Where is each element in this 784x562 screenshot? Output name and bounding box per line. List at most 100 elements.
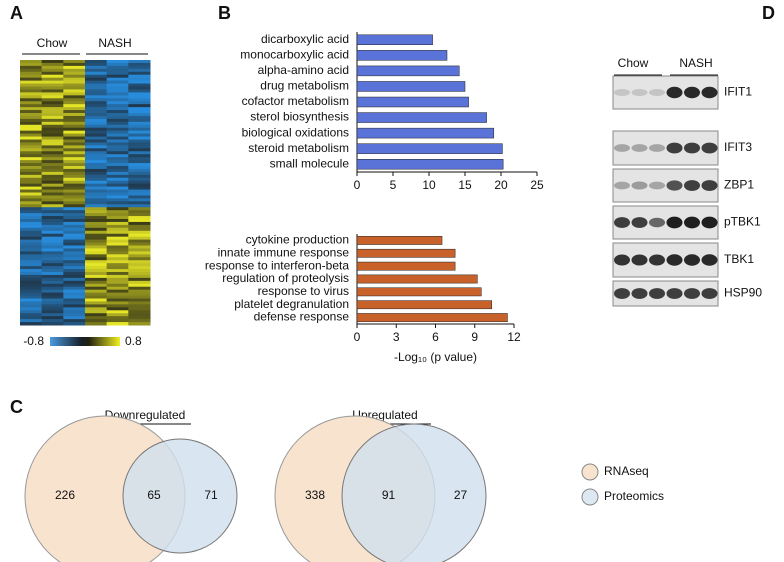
heatmap-cell	[20, 127, 43, 132]
blot-band	[701, 180, 718, 191]
heatmap-cell	[128, 142, 151, 146]
heatmap-cell	[20, 95, 43, 99]
heatmap-cell	[128, 251, 151, 255]
heatmap-cell	[41, 280, 64, 285]
heatmap-cell	[85, 248, 108, 252]
heatmap-cell	[20, 180, 43, 185]
blot-band	[631, 217, 648, 228]
heatmap-cell	[128, 245, 151, 249]
heatmap-cell	[20, 242, 43, 246]
blot-band	[701, 254, 718, 266]
heatmap-cell	[63, 216, 86, 220]
heatmap-cell	[41, 204, 64, 208]
blot-strip	[612, 75, 719, 110]
proteomics-circle	[122, 438, 238, 554]
blot-strip	[612, 168, 719, 203]
heatmap-cell	[63, 71, 86, 76]
heatmap-cell	[85, 316, 108, 320]
heatmap-cell	[85, 254, 108, 258]
heatmap-cell	[106, 113, 129, 117]
category-label: response to virus	[258, 284, 349, 298]
heatmap-cell	[41, 65, 64, 70]
blot-band	[649, 181, 665, 190]
heatmap-cell	[128, 192, 151, 196]
bar	[356, 96, 469, 108]
heatmap-cell	[63, 186, 86, 191]
heatmap-cell	[20, 133, 43, 138]
blot-band	[631, 181, 648, 190]
heatmap-cell	[106, 207, 129, 211]
heatmap-cell	[106, 227, 129, 232]
heatmap-cell	[128, 221, 151, 226]
heatmap-cell	[128, 148, 151, 152]
heatmap-cell	[106, 304, 129, 308]
heatmap-cell	[106, 269, 129, 273]
heatmap-cell	[20, 292, 43, 297]
heatmap-cell	[63, 110, 86, 114]
heatmap-cell	[128, 95, 151, 99]
heatmap-cell	[128, 260, 151, 264]
heatmap-cell	[63, 166, 86, 170]
heatmap-cell	[128, 115, 151, 120]
count: 65	[147, 488, 161, 502]
heatmap-cell	[20, 86, 43, 90]
heatmap-cell	[106, 183, 129, 188]
heatmap-cell	[128, 266, 151, 270]
heatmap-cell	[85, 307, 108, 311]
colorbar	[50, 337, 120, 346]
heatmap-cell	[85, 180, 108, 185]
category-label: cofactor metabolism	[242, 94, 349, 108]
heatmap-cell	[128, 86, 151, 90]
heatmap-cell	[106, 254, 129, 258]
category-label: drug metabolism	[260, 79, 349, 93]
heatmap-cell	[41, 124, 64, 129]
heatmap-cell	[41, 236, 64, 241]
heatmap-cell	[85, 310, 108, 314]
bar	[356, 261, 456, 271]
heatmap-cell	[128, 263, 151, 267]
group-label: NASH	[98, 36, 131, 50]
heatmap-cell	[20, 98, 43, 102]
heatmap-cell	[106, 283, 129, 288]
heatmap-cell	[106, 301, 129, 305]
heatmap-cell	[128, 277, 151, 282]
heatmap-cell	[106, 322, 129, 326]
heatmap-cell	[20, 210, 43, 214]
heatmap-cell	[63, 195, 86, 199]
panel-label: A	[10, 3, 23, 23]
heatmap-cell	[20, 68, 43, 73]
heatmap-cell	[41, 168, 64, 173]
heatmap-cell	[106, 160, 129, 164]
heatmap-cell	[106, 263, 129, 267]
heatmap-cell	[85, 198, 108, 202]
heatmap-cell	[20, 310, 43, 314]
heatmap-cell	[106, 277, 129, 282]
heatmap-cell	[63, 213, 86, 217]
heatmap-cell	[41, 89, 64, 93]
heatmap-cell	[20, 230, 43, 235]
category-label: steroid metabolism	[248, 141, 349, 155]
panel-label: B	[218, 3, 231, 23]
protein-label: IFIT1	[724, 85, 752, 99]
heatmap-cell	[128, 166, 151, 170]
heatmap-cell	[20, 77, 43, 82]
heatmap-cell	[85, 183, 108, 188]
heatmap-cell	[85, 219, 108, 223]
bar	[356, 287, 482, 297]
heatmap-cell	[63, 307, 86, 311]
heatmap-cell	[41, 274, 64, 279]
heatmap-cell	[85, 80, 108, 85]
heatmap-cell	[63, 192, 86, 196]
x-tick-label: 9	[471, 330, 478, 344]
heatmap-cell	[63, 163, 86, 167]
heatmap-cell	[128, 174, 151, 179]
heatmap-cell	[20, 65, 43, 70]
heatmap-cell	[85, 89, 108, 93]
heatmap-cell	[106, 239, 129, 244]
category-label: cytokine production	[246, 233, 349, 247]
heatmap-cell	[41, 68, 64, 73]
heatmap-cell	[63, 298, 86, 302]
heatmap-cell	[128, 163, 151, 167]
heatmap-cell	[20, 224, 43, 229]
blot-band	[631, 288, 648, 299]
